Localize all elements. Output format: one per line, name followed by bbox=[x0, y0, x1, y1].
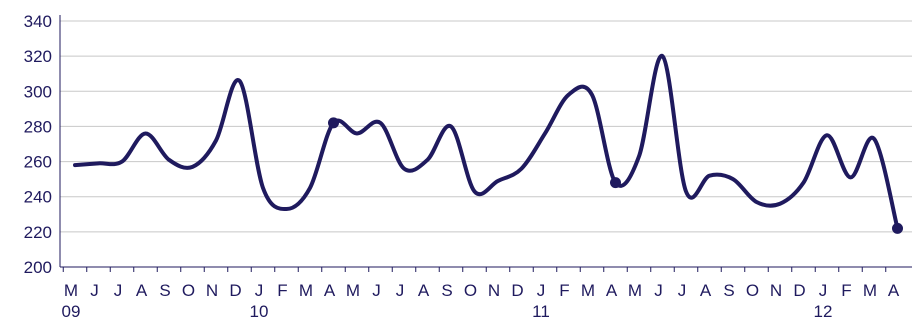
x-tick-label: F bbox=[559, 281, 569, 300]
x-tick-label: J bbox=[396, 281, 405, 300]
highlight-marker bbox=[610, 177, 621, 189]
year-label: 11 bbox=[532, 302, 550, 321]
x-tick-label: M bbox=[299, 281, 313, 300]
data-point bbox=[473, 189, 477, 193]
data-point bbox=[214, 138, 218, 142]
y-tick-label: 260 bbox=[24, 153, 52, 172]
data-point bbox=[802, 181, 806, 185]
data-point bbox=[355, 131, 359, 135]
x-tick-label: A bbox=[606, 281, 618, 300]
data-point bbox=[496, 179, 500, 183]
data-point bbox=[872, 137, 876, 141]
x-tick-label: D bbox=[511, 281, 523, 300]
y-tick-label: 320 bbox=[24, 47, 52, 66]
y-tick-label: 200 bbox=[24, 258, 52, 277]
x-tick-label: J bbox=[819, 281, 828, 300]
x-tick-label: F bbox=[277, 281, 287, 300]
x-tick-label: O bbox=[746, 281, 759, 300]
x-tick-label: J bbox=[537, 281, 546, 300]
x-tick-label: J bbox=[90, 281, 99, 300]
y-tick-label: 300 bbox=[24, 82, 52, 101]
y-tick-label: 220 bbox=[24, 223, 52, 242]
data-point bbox=[379, 121, 383, 125]
data-point bbox=[708, 174, 712, 178]
x-tick-label: M bbox=[64, 281, 78, 300]
x-tick-label: N bbox=[206, 281, 218, 300]
series-line bbox=[73, 54, 900, 231]
data-point bbox=[684, 189, 688, 193]
data-point bbox=[825, 133, 829, 137]
y-tick-label: 280 bbox=[24, 117, 52, 136]
data-point bbox=[731, 177, 735, 181]
year-label: 12 bbox=[814, 302, 833, 321]
x-tick-label: F bbox=[841, 281, 851, 300]
x-tick-label: O bbox=[464, 281, 477, 300]
data-point bbox=[285, 207, 289, 211]
x-tick-label: J bbox=[372, 281, 381, 300]
x-tick-label: M bbox=[581, 281, 595, 300]
data-point bbox=[97, 161, 101, 165]
data-point bbox=[778, 202, 782, 206]
x-tick-label: A bbox=[888, 281, 900, 300]
x-tick-label: M bbox=[628, 281, 642, 300]
x-tick-label: A bbox=[700, 281, 712, 300]
y-axis: 200 220 240 260 280 300 320 340 bbox=[24, 12, 61, 277]
data-point bbox=[590, 93, 594, 97]
x-tick-label: J bbox=[678, 281, 687, 300]
data-point bbox=[120, 160, 124, 164]
data-point bbox=[191, 165, 195, 169]
data-point bbox=[661, 54, 665, 58]
x-tick-label: S bbox=[723, 281, 734, 300]
data-point bbox=[238, 79, 242, 83]
data-point bbox=[167, 158, 171, 162]
data-point bbox=[567, 93, 571, 97]
data-point bbox=[755, 200, 759, 204]
data-point bbox=[543, 131, 547, 135]
x-tick-label: N bbox=[488, 281, 500, 300]
data-point bbox=[308, 186, 312, 190]
year-label: 09 bbox=[62, 302, 81, 321]
data-point bbox=[449, 124, 453, 128]
data-point bbox=[261, 186, 265, 190]
data-point bbox=[520, 167, 524, 171]
data-point bbox=[426, 158, 430, 162]
x-tick-label: J bbox=[654, 281, 663, 300]
data-point bbox=[73, 163, 77, 167]
x-tick-label: J bbox=[255, 281, 264, 300]
x-axis: M J J A S O N D J F M A M J J A S O N D J F M A M J J A S O N D J F M A09 10… bbox=[62, 267, 900, 321]
x-tick-label: A bbox=[136, 281, 148, 300]
x-tick-label: J bbox=[114, 281, 123, 300]
x-tick-label: A bbox=[324, 281, 336, 300]
data-point bbox=[402, 167, 406, 171]
data-point bbox=[637, 154, 641, 158]
highlight-marker bbox=[892, 222, 903, 234]
plot-area bbox=[73, 54, 903, 234]
x-tick-label: D bbox=[793, 281, 805, 300]
data-point bbox=[849, 175, 853, 179]
x-tick-label: S bbox=[441, 281, 452, 300]
x-tick-label: M bbox=[863, 281, 877, 300]
x-tick-label: O bbox=[182, 281, 195, 300]
y-tick-label: 240 bbox=[24, 188, 52, 207]
grid-lines bbox=[60, 20, 912, 268]
year-label: 10 bbox=[250, 302, 269, 321]
data-point bbox=[144, 131, 148, 135]
x-tick-label: D bbox=[229, 281, 241, 300]
x-tick-label: S bbox=[159, 281, 170, 300]
x-tick-label: M bbox=[346, 281, 360, 300]
y-tick-label: 340 bbox=[24, 12, 52, 31]
x-tick-label: N bbox=[770, 281, 782, 300]
highlight-marker bbox=[328, 117, 339, 129]
x-tick-label: A bbox=[418, 281, 430, 300]
